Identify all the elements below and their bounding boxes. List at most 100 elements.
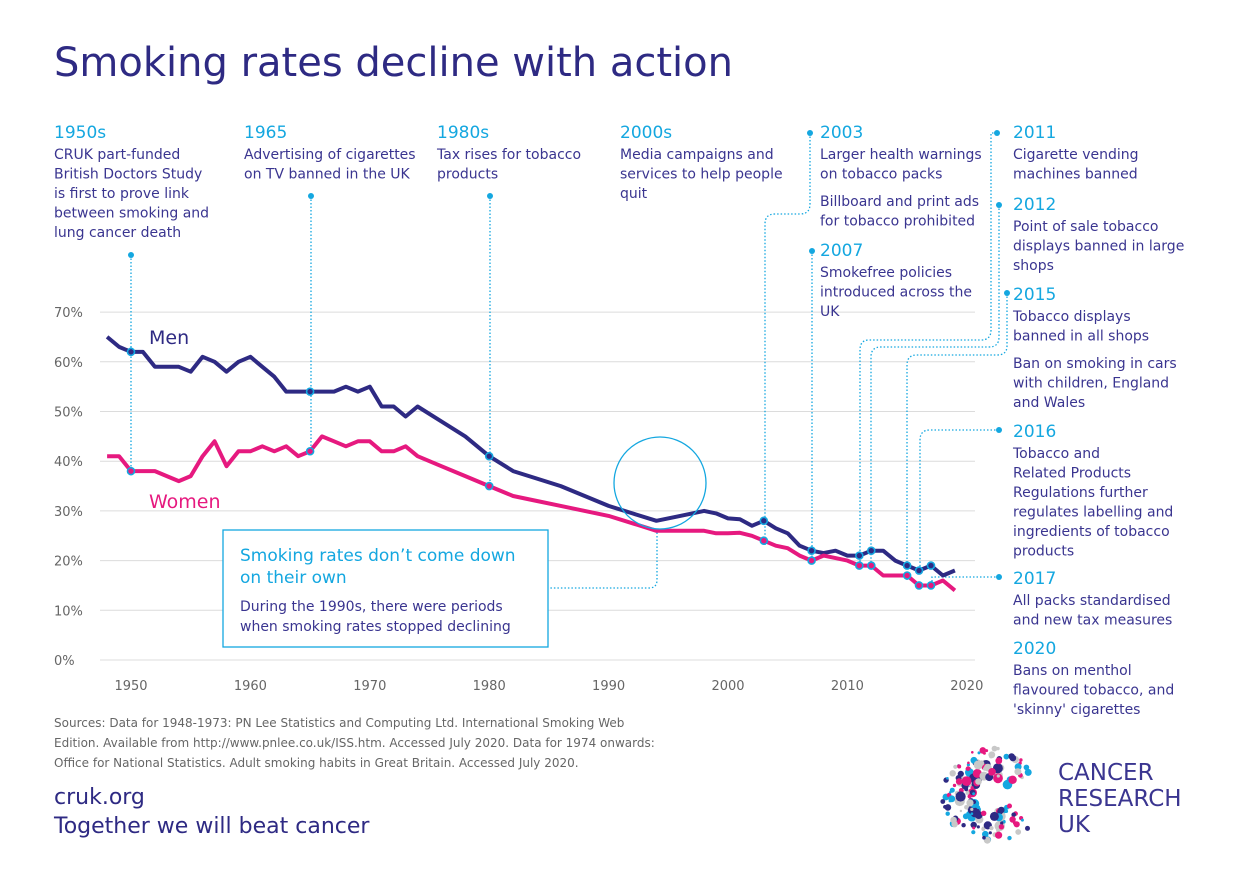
logo-dot bbox=[996, 746, 1000, 751]
logo-dot bbox=[998, 806, 1005, 814]
logo-dot bbox=[967, 761, 970, 765]
annotation-text: regulates labelling and bbox=[1013, 505, 1173, 521]
annotation-text: products bbox=[1013, 544, 1074, 560]
x-tick-label: 1980 bbox=[473, 679, 506, 694]
event-marker bbox=[807, 546, 816, 555]
y-tick-label: 50% bbox=[54, 406, 83, 421]
x-tick-label: 2010 bbox=[831, 679, 864, 694]
annotation-text: products bbox=[437, 167, 498, 183]
logo-dot bbox=[952, 783, 957, 788]
logo-dot bbox=[966, 799, 974, 807]
y-tick-label: 10% bbox=[54, 604, 83, 619]
logo-dot bbox=[985, 749, 989, 753]
logo-dot bbox=[995, 757, 1003, 765]
logo-dot bbox=[1007, 803, 1012, 809]
annotation-text: British Doctors Study bbox=[54, 167, 202, 183]
logo-dot bbox=[977, 751, 981, 755]
logo-dot bbox=[1008, 753, 1015, 760]
event-marker bbox=[759, 516, 769, 526]
logo-dot bbox=[951, 821, 958, 828]
logo-dot bbox=[955, 791, 966, 802]
logo-dot bbox=[995, 831, 1003, 839]
event-marker bbox=[484, 451, 494, 461]
logo-dot bbox=[1008, 775, 1017, 784]
callout-title-1: Smoking rates don’t come down bbox=[240, 546, 516, 566]
event-marker bbox=[866, 561, 876, 570]
x-tick-label: 1970 bbox=[353, 679, 386, 694]
annotation-text: Tobacco displays bbox=[1012, 309, 1131, 325]
annotation-text: Smokefree policies bbox=[820, 265, 952, 281]
logo-dot bbox=[943, 805, 947, 809]
annotation-text: CRUK part-funded bbox=[54, 147, 180, 163]
annotation-text: is first to prove link bbox=[54, 186, 190, 202]
logo-dot bbox=[1004, 809, 1009, 813]
highlight-circle bbox=[613, 436, 707, 530]
annotation-year: 2020 bbox=[1013, 639, 1056, 659]
annotation-text: Tobacco and bbox=[1012, 446, 1100, 462]
logo-dot bbox=[988, 768, 996, 776]
logo-dot bbox=[970, 807, 974, 812]
y-tick-label: 60% bbox=[54, 356, 83, 371]
logo-dot bbox=[1014, 763, 1022, 771]
annotation-text: with children, England bbox=[1013, 376, 1169, 392]
logo-dot bbox=[1015, 829, 1022, 835]
annotation-year: 2015 bbox=[1013, 285, 1056, 305]
logo-dot bbox=[946, 777, 949, 780]
logo-dot bbox=[979, 747, 987, 754]
x-axis: 1950 1960 1970 1980 1990 2000 2010 2020 bbox=[114, 679, 983, 694]
logo-dot bbox=[1014, 768, 1022, 776]
page-title: Smoking rates decline with action bbox=[54, 40, 733, 86]
y-tick-label: 0% bbox=[54, 654, 75, 669]
annotation-year: 2000s bbox=[620, 123, 672, 143]
logo-dot bbox=[1000, 821, 1004, 825]
logo-dot bbox=[1023, 764, 1030, 771]
logo-dot bbox=[988, 751, 996, 759]
sources-line-3: Office for National Statistics. Adult sm… bbox=[54, 756, 579, 770]
event-markers bbox=[126, 347, 936, 590]
logo-dot bbox=[981, 827, 986, 831]
x-tick-label: 2000 bbox=[711, 679, 744, 694]
logo-dot bbox=[940, 799, 946, 804]
footer-url[interactable]: cruk.org bbox=[54, 785, 145, 810]
event-marker bbox=[866, 546, 876, 555]
event-marker bbox=[759, 536, 769, 546]
event-marker bbox=[855, 551, 864, 560]
annotation-text: Ban on smoking in cars bbox=[1013, 356, 1177, 372]
logo-dot bbox=[989, 811, 999, 821]
series-line-women bbox=[107, 434, 957, 592]
logo-dot bbox=[1007, 835, 1012, 841]
logo-dot bbox=[974, 811, 983, 819]
annotation-year: 2017 bbox=[1013, 569, 1056, 589]
x-tick-label: 1990 bbox=[592, 679, 625, 694]
annotation-text: Larger health warnings bbox=[820, 147, 982, 163]
annotation-text: Cigarette vending bbox=[1013, 147, 1139, 163]
logo-dot bbox=[1025, 825, 1030, 831]
logo-dot bbox=[972, 826, 976, 830]
annotation-text: Billboard and print ads bbox=[820, 194, 979, 210]
event-marker bbox=[914, 566, 924, 575]
series bbox=[105, 335, 957, 592]
annotation-year: 2016 bbox=[1013, 422, 1056, 442]
y-axis: 0% 10% 20% 30% 40% 50% 60% 70% bbox=[54, 306, 83, 669]
callout-text-2: when smoking rates stopped declining bbox=[240, 619, 511, 635]
event-marker bbox=[126, 347, 136, 357]
annotation-text: shops bbox=[1013, 258, 1054, 274]
logo-dot bbox=[1020, 818, 1024, 822]
event-marker bbox=[305, 446, 315, 456]
series-line-men bbox=[105, 335, 956, 578]
legend-women: Women bbox=[149, 491, 221, 513]
annotation-1965: 1965 Advertising of cigarettes on TV banne… bbox=[244, 123, 416, 183]
logo-dot bbox=[982, 830, 989, 838]
logo-dot bbox=[1003, 753, 1010, 760]
logo-dot bbox=[945, 811, 950, 816]
annotation-text: for tobacco prohibited bbox=[820, 214, 975, 230]
event-marker bbox=[902, 571, 912, 580]
annotation-connectors bbox=[130, 132, 1008, 589]
logo-dot bbox=[978, 760, 985, 766]
logo-dot bbox=[964, 805, 969, 810]
annotation-2016: 2016 Tobacco and Related Products Regulatio… bbox=[1012, 422, 1173, 560]
logo-dot bbox=[955, 778, 963, 785]
logo-dot bbox=[976, 825, 980, 829]
logo-dot bbox=[948, 799, 952, 803]
